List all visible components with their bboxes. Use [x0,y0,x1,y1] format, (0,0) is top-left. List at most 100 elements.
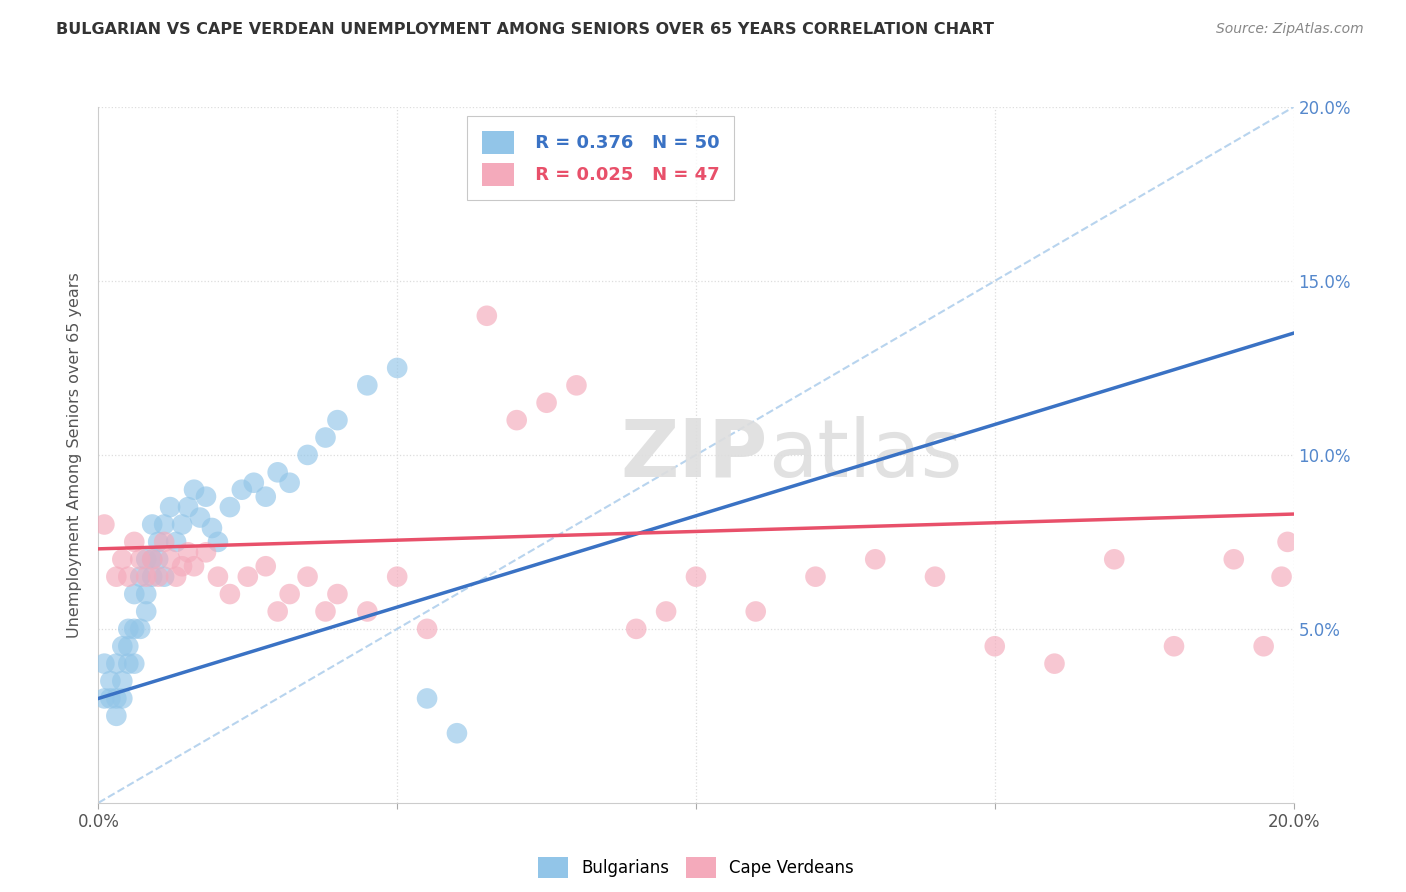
Point [148,552,170,566]
Point [141,570,163,584]
Point [177,545,200,559]
Point [685,570,707,584]
Point [100,691,122,706]
Point [626,622,648,636]
Point [183,559,205,574]
Point [159,552,181,566]
Point [536,396,558,410]
Point [111,691,134,706]
Point [267,466,290,480]
Point [195,545,218,559]
Point [141,552,163,566]
Point [1163,639,1185,653]
Point [475,309,498,323]
Point [356,605,378,619]
Point [315,605,337,619]
Point [153,517,176,532]
Point [655,605,678,619]
Point [129,570,152,584]
Point [243,475,266,490]
Point [207,534,229,549]
Point [1104,552,1126,566]
Point [135,570,157,584]
Point [1253,639,1275,653]
Point [446,726,468,740]
Point [1277,534,1299,549]
Point [865,552,887,566]
Point [111,674,134,689]
Point [416,622,439,636]
Point [1043,657,1066,671]
Point [129,552,152,566]
Point [93,691,115,706]
Point [93,517,115,532]
Point [135,605,157,619]
Point [924,570,946,584]
Point [100,674,122,689]
Point [326,587,349,601]
Point [416,691,439,706]
Point [148,570,170,584]
Point [135,587,157,601]
Point [105,570,128,584]
Point [1271,570,1294,584]
Point [153,534,176,549]
Point [236,570,259,584]
Point [219,587,242,601]
Text: Source: ZipAtlas.com: Source: ZipAtlas.com [1216,22,1364,37]
Point [278,475,301,490]
Point [141,552,163,566]
Point [207,570,229,584]
Point [195,490,218,504]
Text: BULGARIAN VS CAPE VERDEAN UNEMPLOYMENT AMONG SENIORS OVER 65 YEARS CORRELATION C: BULGARIAN VS CAPE VERDEAN UNEMPLOYMENT A… [56,22,994,37]
Point [565,378,588,392]
Point [105,657,128,671]
Point [188,510,211,524]
Point [201,521,224,535]
Point [172,517,194,532]
Point [117,639,139,653]
Point [105,708,128,723]
Point [297,448,319,462]
Point [745,605,768,619]
Point [124,534,146,549]
Point [278,587,301,601]
Point [356,378,378,392]
Point [219,500,242,514]
Y-axis label: Unemployment Among Seniors over 65 years: Unemployment Among Seniors over 65 years [67,272,83,638]
Point [254,559,277,574]
Point [165,570,187,584]
Point [315,431,337,445]
Point [172,559,194,574]
Point [93,657,115,671]
Point [111,639,134,653]
Point [124,657,146,671]
Point [165,534,187,549]
Point [254,490,277,504]
Point [385,570,409,584]
Point [129,622,152,636]
Point [141,517,163,532]
Point [385,360,409,375]
Point [506,413,529,427]
Point [111,552,134,566]
Point [183,483,205,497]
Legend: Bulgarians, Cape Verdeans: Bulgarians, Cape Verdeans [531,850,860,885]
Point [124,622,146,636]
Point [267,605,290,619]
Point [117,570,139,584]
Point [231,483,253,497]
Point [117,622,139,636]
Text: atlas: atlas [768,416,962,494]
Point [804,570,827,584]
Point [326,413,349,427]
Point [153,570,176,584]
Point [105,691,128,706]
Text: ZIP: ZIP [620,416,768,494]
Point [124,587,146,601]
Point [159,500,181,514]
Point [297,570,319,584]
Point [1223,552,1246,566]
Point [148,534,170,549]
Point [117,657,139,671]
